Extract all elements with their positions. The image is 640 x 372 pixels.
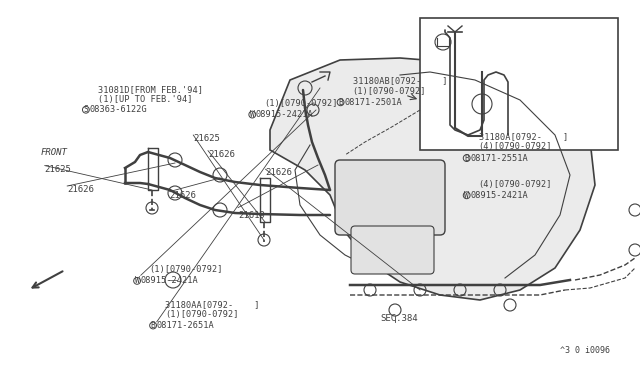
Text: FRONT: FRONT <box>40 148 67 157</box>
Text: B: B <box>338 98 343 107</box>
Text: (1)[UP TO FEB.'94]: (1)[UP TO FEB.'94] <box>98 95 193 104</box>
Bar <box>420 18 618 150</box>
Text: 08171-2501A: 08171-2501A <box>344 98 402 107</box>
Text: S: S <box>83 105 88 114</box>
FancyBboxPatch shape <box>335 160 445 235</box>
Text: 21625: 21625 <box>193 134 220 143</box>
Text: 08915-2421A: 08915-2421A <box>141 276 198 285</box>
Text: (1)[0790-0792]: (1)[0790-0792] <box>165 310 239 319</box>
Text: W: W <box>250 110 255 119</box>
FancyBboxPatch shape <box>351 226 434 274</box>
Text: W: W <box>464 191 469 200</box>
Text: 21619: 21619 <box>238 211 265 219</box>
Text: 08915-2421A: 08915-2421A <box>256 110 314 119</box>
Text: 21626: 21626 <box>208 150 235 159</box>
Text: 21626: 21626 <box>67 185 94 194</box>
Text: 21625: 21625 <box>45 165 72 174</box>
Text: 08171-2651A: 08171-2651A <box>157 321 214 330</box>
Text: 31180AA[0792-    ]: 31180AA[0792- ] <box>165 300 260 309</box>
Text: ^3 0 i0096: ^3 0 i0096 <box>560 346 610 355</box>
Text: 21626: 21626 <box>170 191 196 200</box>
Text: 31081D[FROM FEB.'94]: 31081D[FROM FEB.'94] <box>98 85 203 94</box>
Text: 08171-2551A: 08171-2551A <box>470 154 528 163</box>
Text: (4)[0790-0792]: (4)[0790-0792] <box>479 142 552 151</box>
Text: B: B <box>464 154 469 163</box>
Text: (4)[0790-0792]: (4)[0790-0792] <box>479 180 552 189</box>
Text: SEC.384: SEC.384 <box>381 314 419 323</box>
Text: 31180AB[0792-    ]: 31180AB[0792- ] <box>353 77 447 86</box>
Text: 08915-2421A: 08915-2421A <box>470 191 528 200</box>
Text: 31180A[0792-    ]: 31180A[0792- ] <box>479 132 568 141</box>
PathPatch shape <box>270 58 595 300</box>
Text: (1)[0790-0792]: (1)[0790-0792] <box>149 265 223 274</box>
Text: B: B <box>150 321 156 330</box>
Text: 21626: 21626 <box>266 169 292 177</box>
Text: (1)[0790-0792]: (1)[0790-0792] <box>353 87 426 96</box>
Text: (1)[0790-0792]: (1)[0790-0792] <box>264 99 338 108</box>
Text: 08363-6122G: 08363-6122G <box>90 105 147 114</box>
Text: W: W <box>134 276 140 285</box>
